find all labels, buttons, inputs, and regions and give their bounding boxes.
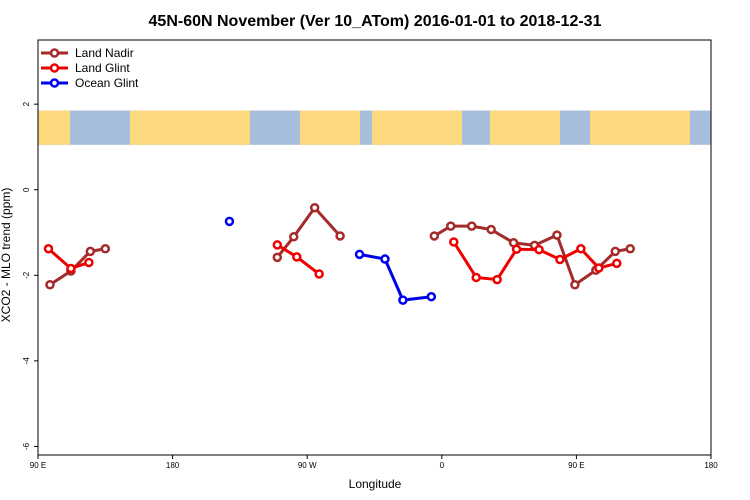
legend-label: Land Glint <box>75 61 130 75</box>
x-tick-label: 0 <box>440 461 445 470</box>
legend-marker <box>49 63 60 73</box>
data-point-land-glint <box>471 272 481 283</box>
data-point-land-nadir <box>446 221 456 231</box>
series-line-land-nadir <box>276 205 342 259</box>
series-ocean-glint <box>224 216 437 305</box>
legend-marker <box>49 78 60 88</box>
data-point-land-nadir <box>45 279 55 290</box>
data-point-land-nadir <box>466 221 477 231</box>
data-point-land-nadir <box>288 232 299 242</box>
map-strip <box>38 110 711 145</box>
data-point-land-nadir <box>570 279 580 290</box>
series-line-land-nadir <box>49 247 106 286</box>
plot-frame <box>37 39 712 456</box>
legend-item-land-nadir: Land Nadir <box>41 46 134 60</box>
data-point-land-glint <box>66 263 76 274</box>
series-land-nadir <box>45 202 635 290</box>
x-tick-label: 180 <box>166 461 180 470</box>
data-point-land-nadir <box>272 252 283 263</box>
series-line-ocean-glint <box>359 252 432 302</box>
legend-label: Land Nadir <box>75 46 134 60</box>
data-point-land-glint <box>594 263 604 273</box>
data-point-land-nadir <box>552 230 562 240</box>
map-land <box>372 110 462 145</box>
x-axis-label: Longitude <box>349 477 402 491</box>
legend-marker <box>49 48 60 58</box>
data-point-land-nadir <box>309 202 320 213</box>
x-tick-label: 90 E <box>568 461 584 470</box>
data-point-land-nadir <box>610 246 621 257</box>
series-land-glint <box>43 237 622 285</box>
data-point-ocean-glint <box>426 291 437 302</box>
legend-label: Ocean Glint <box>75 76 139 90</box>
series-layer <box>43 202 635 305</box>
data-point-land-nadir <box>85 246 96 257</box>
data-point-land-glint <box>314 269 324 279</box>
data-point-land-nadir <box>100 244 111 254</box>
data-point-land-glint <box>84 257 94 268</box>
y-axis: 2 0 -2 -4 -6 <box>22 101 38 450</box>
y-tick-label: -4 <box>22 357 31 365</box>
y-tick-label: -2 <box>22 271 31 279</box>
data-point-land-nadir <box>335 231 345 241</box>
legend-item-land-glint: Land Glint <box>41 61 130 75</box>
y-tick-label: 2 <box>22 101 31 106</box>
data-point-ocean-glint <box>398 295 408 305</box>
data-point-ocean-glint <box>224 216 235 227</box>
data-point-land-glint <box>43 244 54 254</box>
data-point-land-glint <box>576 244 586 254</box>
data-point-land-nadir <box>486 224 496 235</box>
data-point-land-nadir <box>429 231 440 241</box>
data-point-land-glint <box>534 244 544 255</box>
legend-item-ocean-glint: Ocean Glint <box>41 76 139 90</box>
x-tick-label: 90 W <box>298 461 317 470</box>
data-point-land-glint <box>555 254 565 265</box>
y-axis-label: XCO2 - MLO trend (ppm) <box>0 188 13 323</box>
data-point-land-nadir <box>625 244 635 254</box>
x-tick-label: 180 <box>704 461 718 470</box>
map-land <box>300 110 360 145</box>
map-land <box>130 110 250 145</box>
x-tick-label: 90 E <box>30 461 46 470</box>
map-land <box>590 110 690 145</box>
data-point-ocean-glint <box>380 254 390 264</box>
data-point-land-glint <box>612 258 622 269</box>
data-point-land-glint <box>492 274 502 285</box>
data-point-ocean-glint <box>354 249 365 260</box>
map-land <box>490 110 560 145</box>
y-tick-label: -6 <box>22 442 31 450</box>
data-point-land-glint <box>511 244 522 254</box>
chart-title: 45N-60N November (Ver 10_ATom) 2016-01-0… <box>149 13 602 30</box>
map-land <box>38 110 70 145</box>
y-tick-label: 0 <box>22 187 31 192</box>
data-point-land-glint <box>449 237 459 247</box>
x-axis: 90 E 180 90 W 0 90 E 180 <box>30 455 718 470</box>
data-point-land-glint <box>291 252 302 262</box>
data-point-land-glint <box>272 240 283 250</box>
